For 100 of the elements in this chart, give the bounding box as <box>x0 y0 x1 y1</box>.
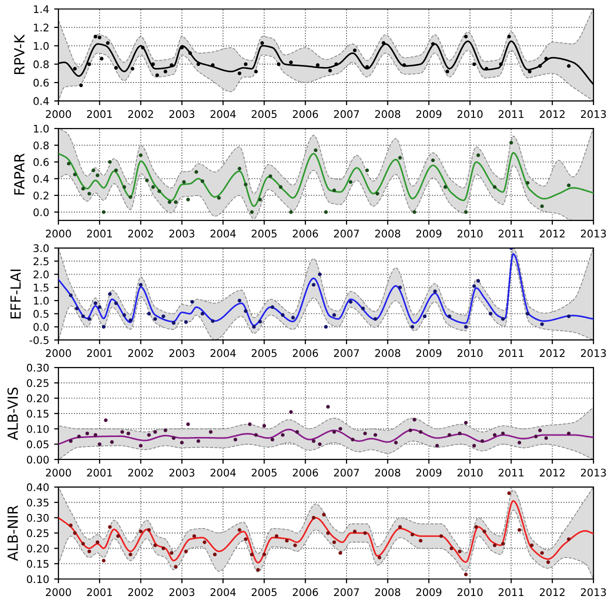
point <box>318 272 322 276</box>
point <box>280 433 285 437</box>
point <box>81 186 85 191</box>
point <box>363 531 367 535</box>
point <box>268 174 272 178</box>
point <box>526 312 530 316</box>
y-tick-label: 0.00 <box>26 456 49 464</box>
y-tick-label: 0.20 <box>26 394 49 402</box>
y-tick-label: 0.8 <box>34 141 49 150</box>
x-tick-label: 2011 <box>498 349 524 358</box>
x-tick-label: 2010 <box>458 349 483 358</box>
y-tick-label: 0.25 <box>26 529 48 538</box>
point <box>318 442 322 446</box>
point <box>501 317 505 321</box>
point <box>147 433 151 437</box>
y-tick-label: 1.0 <box>34 124 49 133</box>
point <box>79 83 83 88</box>
point <box>108 292 112 296</box>
point <box>114 66 118 70</box>
point <box>66 162 71 166</box>
point <box>450 546 454 550</box>
point <box>338 427 342 431</box>
point <box>433 290 437 294</box>
point <box>162 546 166 550</box>
x-tick-label: 2000 <box>46 468 71 477</box>
point <box>410 324 414 329</box>
point <box>566 537 571 541</box>
point <box>128 195 132 199</box>
point <box>334 62 338 66</box>
point <box>130 66 134 71</box>
point <box>194 170 198 174</box>
y-tick-label: 0.6 <box>34 78 49 87</box>
point <box>398 286 402 290</box>
y-tick-label: 0.35 <box>26 498 48 506</box>
point <box>87 62 92 66</box>
y-axis-title: ALB-VIS <box>7 388 18 440</box>
x-tick-label: 2007 <box>334 588 359 596</box>
point <box>100 56 104 60</box>
x-tick-label: 2007 <box>334 230 359 238</box>
y-tick-label: 0.2 <box>34 192 48 200</box>
y-tick-label: 2.5 <box>34 257 48 266</box>
point <box>338 551 342 555</box>
x-tick-label: 2005 <box>252 110 277 118</box>
point <box>184 550 188 554</box>
point <box>544 436 548 440</box>
point <box>566 432 571 436</box>
x-tick-label: 2002 <box>128 230 153 238</box>
point <box>509 140 513 145</box>
point <box>202 540 206 544</box>
x-tick-label: 2001 <box>87 588 112 596</box>
point <box>81 314 85 318</box>
y-tick-label: 0.25 <box>26 379 48 387</box>
point <box>492 185 497 189</box>
x-tick-label: 2004 <box>210 110 236 118</box>
point <box>476 153 480 158</box>
x-tick-label: 2001 <box>87 349 112 358</box>
point <box>376 192 380 196</box>
point <box>238 298 242 302</box>
point <box>285 538 289 543</box>
point <box>98 305 102 309</box>
x-tick-label: 2007 <box>334 110 359 118</box>
point <box>155 73 160 78</box>
point <box>94 34 98 38</box>
point <box>464 420 468 425</box>
point <box>87 550 92 554</box>
point <box>464 572 468 576</box>
point <box>114 168 118 172</box>
point <box>476 279 480 283</box>
x-tick-label: 2013 <box>580 468 606 477</box>
point <box>422 314 427 318</box>
point <box>464 210 468 214</box>
y-tick-label: 0.05 <box>26 440 48 448</box>
point <box>102 324 106 329</box>
y-tick-label: 0.30 <box>26 514 49 522</box>
point <box>252 324 256 329</box>
point <box>472 444 476 448</box>
y-tick-label: 0.5 <box>34 310 48 318</box>
point <box>458 432 462 436</box>
point <box>145 178 149 182</box>
y-tick-label: 0.6 <box>34 158 49 166</box>
point <box>464 324 468 329</box>
x-tick-label: 2004 <box>210 349 236 358</box>
x-tick-label: 2003 <box>169 468 194 477</box>
point <box>398 525 402 529</box>
point <box>151 62 155 66</box>
point <box>140 46 145 50</box>
x-tick-label: 2004 <box>210 588 236 596</box>
point <box>260 41 264 45</box>
point <box>435 444 439 448</box>
x-tick-label: 2001 <box>87 110 112 118</box>
point <box>361 306 365 310</box>
point <box>540 204 544 208</box>
point <box>120 430 124 434</box>
point <box>186 422 190 426</box>
point <box>394 440 398 444</box>
point <box>350 438 355 442</box>
point <box>85 432 90 436</box>
x-tick-label: 2000 <box>46 230 71 238</box>
point <box>234 438 238 442</box>
point <box>254 433 258 437</box>
